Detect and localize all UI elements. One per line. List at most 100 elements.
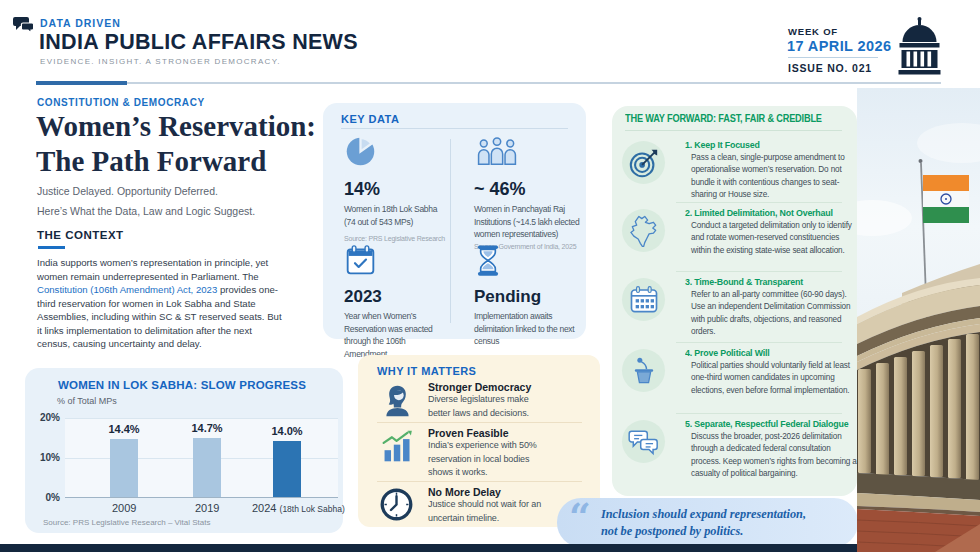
way-title: 3. Time-Bound & Transparent bbox=[685, 276, 803, 287]
way-body: Refer to an all-party committee (60-90 d… bbox=[691, 289, 860, 339]
pie-chart-icon bbox=[344, 135, 377, 168]
context-underline bbox=[38, 246, 65, 249]
why-title: No More Delay bbox=[428, 486, 582, 498]
week-label: WEEK OF bbox=[788, 26, 838, 37]
way-separator bbox=[676, 413, 842, 414]
key-data-desc: Year when Women’s Reservation was enacte… bbox=[344, 310, 450, 360]
way-body: Conduct a targeted delimitation only to … bbox=[691, 220, 860, 257]
podium-icon bbox=[622, 349, 665, 392]
calendar-grid-icon bbox=[622, 278, 665, 321]
bar-label-2009: 14.4% bbox=[94, 423, 154, 435]
dek-line1: Justice Delayed. Opportunity Deferred. bbox=[37, 181, 255, 201]
footer-bar bbox=[0, 544, 980, 552]
amendment-act-link[interactable]: Constitution (106th Amendment) Act, 2023 bbox=[37, 284, 217, 295]
dek-line2: Here’s What the Data, Law and Logic Sugg… bbox=[37, 201, 255, 221]
india-map-icon bbox=[622, 209, 665, 252]
quote-text: Inclusion should expand representation, … bbox=[601, 506, 806, 540]
way-title: 4. Prove Political Will bbox=[685, 347, 770, 358]
week-date: 17 APRIL 2026 bbox=[787, 38, 891, 54]
way-body: Political parties should voluntarily fie… bbox=[691, 360, 860, 397]
bar-2024 bbox=[273, 441, 301, 497]
xlabel-2019: 2019 bbox=[195, 502, 219, 514]
key-data-desc: Women in 18th Lok Sabha (74 out of 543 M… bbox=[344, 203, 448, 228]
key-data-desc: Women in Panchayati Raj Institutions (~1… bbox=[474, 203, 592, 241]
why-separator bbox=[377, 422, 582, 423]
way-forward-divider bbox=[625, 130, 842, 131]
headline-line2: The Path Forward bbox=[36, 144, 316, 179]
way-separator bbox=[676, 342, 842, 343]
ytick-10: 10% bbox=[27, 452, 60, 463]
woman-icon bbox=[379, 382, 416, 419]
context-body: India supports women’s representation in… bbox=[37, 256, 285, 351]
key-data-item-pending: Pending Implementation awaits delimitati… bbox=[469, 244, 581, 348]
people-icon bbox=[474, 135, 520, 169]
key-data-item-2023: 2023 Year when Women’s Reservation was e… bbox=[344, 244, 448, 360]
quote-line1: Inclusion should expand representation, bbox=[601, 506, 806, 523]
way-title: 5. Separate, Respectful Federal Dialogue bbox=[685, 418, 848, 429]
way-body: Discuss the broader, post-2026 delimitat… bbox=[691, 431, 860, 481]
parliament-photo bbox=[857, 88, 980, 552]
chart-plot-area: 14.4% 14.7% 14.0% bbox=[65, 418, 338, 498]
key-data-item-panchayati: ~ 46% Women in Panchayati Raj Institutio… bbox=[469, 135, 581, 250]
clock-icon bbox=[379, 487, 414, 522]
parliament-icon bbox=[893, 16, 946, 80]
key-data-desc: Implementation awaits delimitation linke… bbox=[474, 310, 584, 348]
key-data-vertical-divider bbox=[450, 139, 451, 323]
quote-mark-icon: “ bbox=[569, 494, 591, 539]
tagline: EVIDENCE. INSIGHT. A STRONGER DEMOCRACY. bbox=[40, 57, 281, 66]
kicker: DATA DRIVEN bbox=[40, 17, 121, 29]
category-label: CONSTITUTION & DEMOCRACY bbox=[37, 97, 205, 108]
way-forward-heading: THE WAY FORWARD: FAST, FAIR & CREDIBLE bbox=[625, 113, 822, 124]
masthead-title: INDIA PUBLIC AFFAIRS NEWS bbox=[39, 30, 358, 55]
key-data-panel: KEY DATA 14% Women in 18th Lok Sabha (74… bbox=[323, 103, 586, 339]
key-data-value: 14% bbox=[344, 179, 444, 200]
headline: Women’s Reservation: The Path Forward bbox=[36, 109, 316, 179]
way-title: 1. Keep It Focused bbox=[685, 139, 760, 150]
key-data-item-lok-sabha: 14% Women in 18th Lok Sabha (74 out of 5… bbox=[344, 135, 444, 242]
week-divider bbox=[788, 57, 878, 58]
hourglass-icon bbox=[474, 244, 502, 277]
key-data-value: 2023 bbox=[344, 287, 448, 307]
why-body: Diverse legislatures make better laws an… bbox=[428, 393, 552, 420]
ytick-20: 20% bbox=[27, 412, 60, 423]
chart-baseline bbox=[65, 497, 338, 498]
headline-line1: Women’s Reservation: bbox=[36, 109, 316, 144]
bar-label-2024: 14.0% bbox=[257, 425, 317, 437]
chat-bubbles-icon bbox=[622, 420, 665, 463]
xlabel-2009: 2009 bbox=[112, 502, 136, 514]
why-item-democracy: Stronger Democracy Diverse legislatures … bbox=[377, 381, 582, 420]
why-body: India’s experience with 50% reservation … bbox=[428, 439, 552, 480]
lok-sabha-chart-panel: WOMEN IN LOK SABHA: SLOW PROGRESS % of T… bbox=[25, 368, 343, 533]
context-heading: THE CONTEXT bbox=[37, 229, 124, 241]
xlabel-2024: 2024 (18th Lok Sabha) bbox=[252, 502, 345, 514]
ytick-0: 0% bbox=[27, 492, 60, 503]
header-divider-accent bbox=[36, 81, 127, 85]
quote-panel: “ Inclusion should expand representation… bbox=[557, 498, 858, 547]
calendar-check-icon bbox=[344, 244, 377, 277]
issue-number: ISSUE NO. 021 bbox=[788, 62, 872, 74]
why-it-matters-panel: WHY IT MATTERS Stronger Democracy Divers… bbox=[358, 355, 600, 527]
way-forward-panel: THE WAY FORWARD: FAST, FAIR & CREDIBLE 1… bbox=[612, 106, 857, 496]
key-data-source: Source: PRS Legislative Research bbox=[344, 235, 444, 242]
why-separator bbox=[377, 481, 582, 482]
why-title: Stronger Democracy bbox=[428, 381, 582, 393]
why-body: Justice should not wait for an uncertain… bbox=[428, 498, 552, 525]
header-divider bbox=[36, 82, 941, 84]
chart-source: Source: PRS Legislative Research – Vital… bbox=[43, 518, 211, 527]
dek: Justice Delayed. Opportunity Deferred. H… bbox=[37, 181, 255, 221]
way-separator bbox=[676, 202, 842, 203]
key-data-heading: KEY DATA bbox=[341, 113, 399, 125]
way-body: Pass a clean, single-purpose amendment t… bbox=[691, 152, 860, 202]
key-data-divider bbox=[341, 128, 568, 129]
chart-title: WOMEN IN LOK SABHA: SLOW PROGRESS bbox=[58, 379, 306, 391]
speech-bubble-icon bbox=[13, 15, 35, 39]
key-data-value: Pending bbox=[474, 287, 581, 307]
why-item-delay: No More Delay Justice should not wait fo… bbox=[377, 486, 582, 525]
context-text-before: India supports women’s representation in… bbox=[37, 257, 268, 282]
chart-ylabel: % of Total MPs bbox=[57, 396, 117, 406]
why-item-feasible: Proven Feasible India’s experience with … bbox=[377, 427, 582, 480]
quote-line2: not be postponed by politics. bbox=[601, 523, 806, 540]
target-icon bbox=[622, 141, 665, 184]
growth-chart-icon bbox=[379, 428, 416, 465]
way-title: 2. Limited Delimitation, Not Overhaul bbox=[685, 207, 833, 218]
